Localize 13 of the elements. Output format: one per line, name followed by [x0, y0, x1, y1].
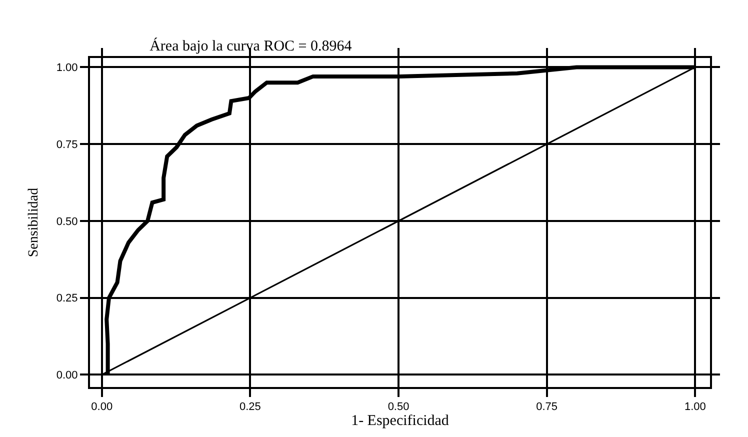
- y-tick-label: 0.00: [56, 370, 78, 382]
- x-tick-label: 0.50: [388, 401, 410, 414]
- y-tick-label: 0.50: [56, 216, 78, 228]
- y-tick-label: 0.25: [56, 292, 78, 305]
- y-tick-label: 0.75: [56, 138, 78, 151]
- x-tick-label: 0.25: [239, 401, 261, 414]
- y-tick-label: 1.00: [56, 62, 78, 74]
- chart-title: Área bajo la curva ROC = 0.8964: [150, 37, 352, 54]
- x-tick-label: 0.00: [91, 401, 113, 414]
- x-tick-label: 1.00: [684, 401, 706, 414]
- y-axis-title: Sensibilidad: [26, 188, 42, 258]
- x-tick-label: 0.75: [536, 401, 558, 414]
- x-axis-title: 1- Especificidad: [351, 413, 450, 430]
